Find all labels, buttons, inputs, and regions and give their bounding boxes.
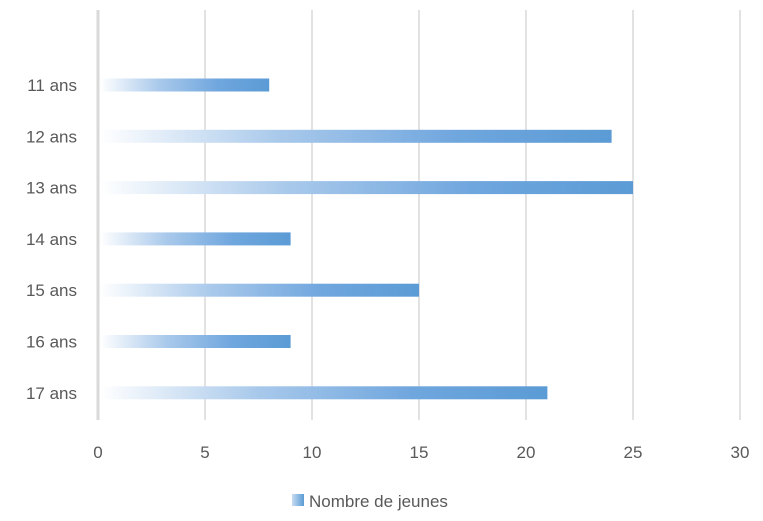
bars: [100, 78, 633, 400]
legend: Nombre de jeunes: [292, 492, 448, 511]
y-axis-labels: 11 ans 12 ans 13 ans 14 ans 15 ans 16 ans 17 a…: [26, 76, 77, 403]
gridlines: [204, 10, 741, 420]
y-category-label: 16 ans: [26, 333, 77, 352]
y-category-label: 12 ans: [26, 127, 77, 146]
x-tick-label: 0: [93, 443, 102, 462]
x-axis-labels: 0 5 10 15 20 25 30: [93, 443, 749, 462]
y-category-label: 17 ans: [26, 384, 77, 403]
bar: [100, 335, 291, 348]
y-category-label: 13 ans: [26, 179, 77, 198]
legend-label: Nombre de jeunes: [309, 492, 448, 511]
x-tick-label: 15: [410, 443, 429, 462]
x-tick-label: 10: [303, 443, 322, 462]
bar: [100, 181, 633, 195]
bar: [100, 78, 270, 92]
y-category-label: 14 ans: [26, 230, 77, 249]
x-tick-label: 5: [200, 443, 209, 462]
bar: [100, 129, 612, 143]
bar: [100, 283, 419, 297]
bar: [100, 232, 291, 246]
bar: [100, 386, 548, 400]
y-category-label: 11 ans: [27, 76, 77, 95]
legend-swatch: [292, 494, 304, 506]
x-tick-label: 30: [731, 443, 750, 462]
x-tick-label: 20: [517, 443, 536, 462]
y-category-label: 15 ans: [26, 281, 77, 300]
x-tick-label: 25: [624, 443, 643, 462]
